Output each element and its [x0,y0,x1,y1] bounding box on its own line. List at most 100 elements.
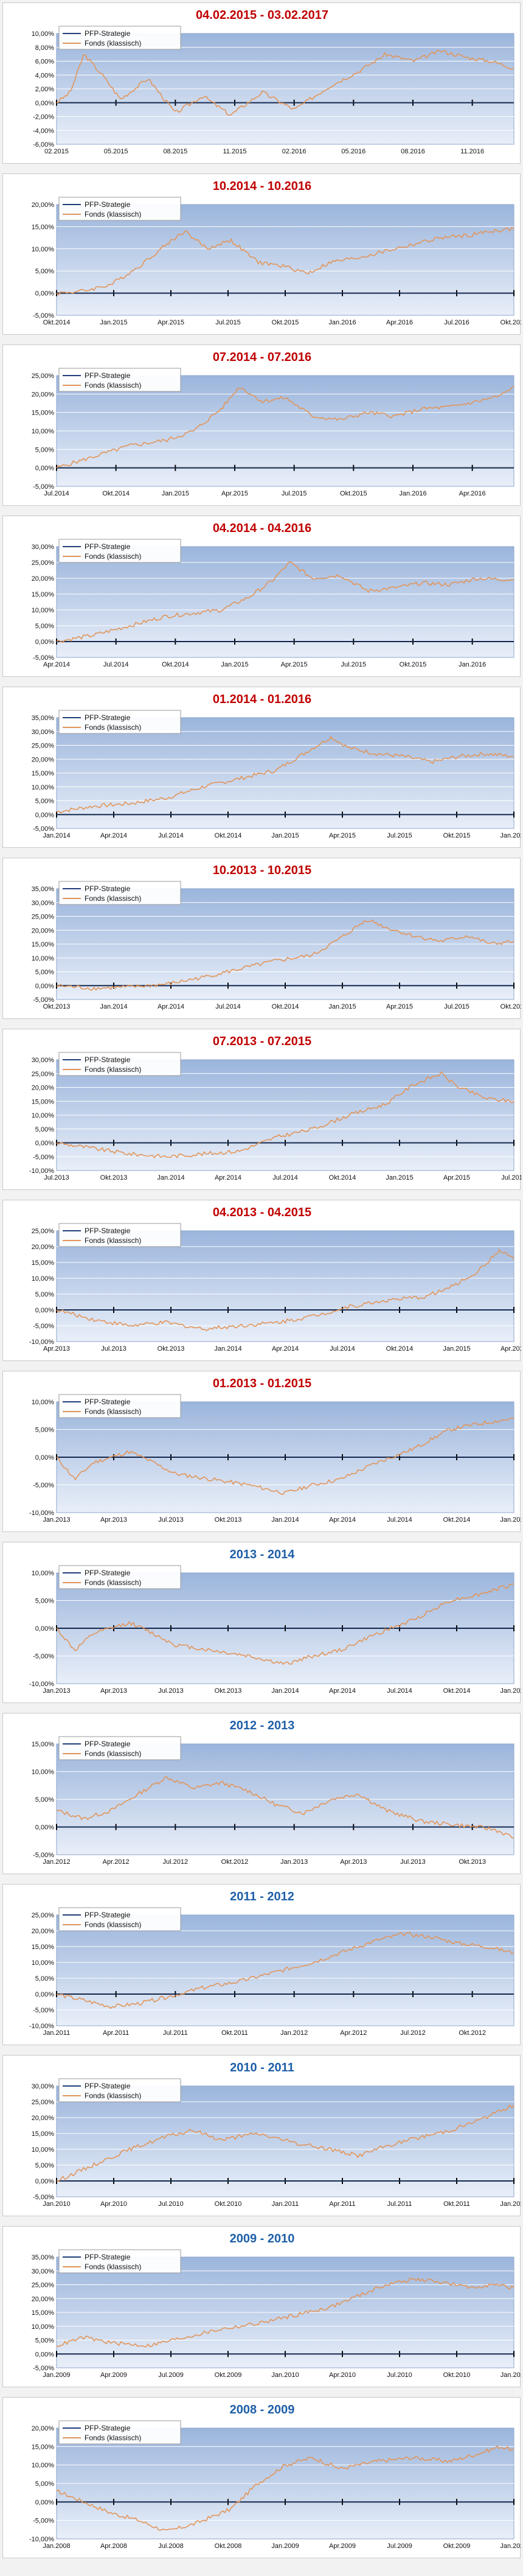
y-tick-label: 15,00% [32,591,55,598]
y-tick-label: 30,00% [32,2083,55,2090]
legend-box [58,539,181,563]
legend-label-fonds: Fonds (klassisch) [85,723,141,732]
legend-box [58,197,181,221]
legend-label-pfp-strategie: PFP-Strategie [85,1740,131,1748]
x-tick-label: Apr.2009 [329,2543,356,2550]
legend-label-pfp-strategie: PFP-Strategie [85,542,131,551]
chart-title: 2012 - 2013 [230,1719,295,1732]
x-tick-label: Jul.2013 [44,1174,69,1181]
series-line-fonds [56,1931,514,2009]
series-line-fonds [56,1071,514,1159]
x-tick-label: Okt.2013 [100,1174,128,1181]
x-tick-label: Jul.2011 [387,2200,412,2208]
chart-title: 01.2013 - 01.2015 [213,1377,311,1390]
legend-label-pfp-strategie: PFP-Strategie [85,371,131,380]
y-tick-label: 0,00% [35,982,54,990]
y-tick-label: 10,00% [32,1959,55,1967]
plot-area [56,1230,514,1342]
chart-title: 2011 - 2012 [230,1890,294,1903]
y-tick-label: 10,00% [32,784,55,791]
chart-panel: 10.2014 - 10.2016 20,00% 15,00% 10,00% 5,00%… [2,173,521,335]
legend-label-fonds: Fonds (klassisch) [85,2434,141,2442]
y-tick-label: 25,00% [32,373,55,380]
x-tick-label: 05.2015 [104,148,128,155]
y-tick-label: 5,00% [35,1598,54,1605]
y-tick-label: 0,00% [35,100,54,107]
y-tick-label: 5,00% [35,623,54,630]
x-tick-label: Jan.2010 [43,2200,70,2208]
legend-label-fonds: Fonds (klassisch) [85,2091,141,2100]
y-tick-label: -5,00% [33,2007,54,2014]
x-tick-label: Jul.2014 [387,1687,412,1695]
chart-title: 2013 - 2014 [230,1548,296,1561]
y-tick-label: -10,00% [29,1681,54,1688]
chart-title: 2008 - 2009 [230,2403,295,2417]
y-tick-label: -5,00% [33,2194,54,2201]
x-tick-label: Jan.2014 [214,1345,241,1353]
x-tick-label: Jul.2013 [158,1687,184,1695]
x-tick-label: Jul.2015 [387,832,412,839]
x-tick-label: Okt.2012 [459,2029,486,2037]
x-tick-label: Apr.2011 [103,2029,129,2037]
chart-panel: 04.02.2015 - 03.02.2017 10,00% 8,00% 6,00% 4… [2,2,521,164]
x-tick-label: Okt.2014 [162,661,189,668]
y-tick-label: -5,00% [33,996,54,1004]
x-tick-label: Apr.2012 [340,2029,367,2037]
x-tick-label: Okt.2015 [340,490,367,497]
y-tick-label: 10,00% [32,1112,55,1119]
chart-panel: 01.2014 - 01.2016 35,00% 30,00% 25,00% 20,00… [2,687,521,848]
x-tick-label: Jan.2013 [43,1687,70,1695]
chart-title: 10.2014 - 10.2016 [213,180,311,193]
legend-label-fonds: Fonds (klassisch) [85,1578,141,1587]
line-chart: 2009 - 2010 35,00% 30,00% 25,00% 20,00% 15,00… [32,2232,521,2379]
x-tick-label: Apr.2014 [329,1687,356,1695]
y-tick-label: 20,00% [32,2295,55,2303]
y-tick-label: 8,00% [35,44,54,52]
y-tick-label: 5,00% [35,2480,54,2488]
y-tick-label: 20,00% [32,575,55,583]
x-tick-label: Apr.2012 [103,1858,130,1866]
x-tick-label: Apr.2013 [100,1687,127,1695]
x-tick-label: Jul.2014 [387,1516,412,1524]
y-tick-label: -10,00% [29,2023,54,2030]
chart-title: 04.02.2015 - 03.02.2017 [196,9,328,22]
y-tick-label: 30,00% [32,2268,55,2275]
y-tick-label: -5,00% [33,1852,54,1859]
legend-box [58,1052,181,1076]
x-tick-label: Jul.2014 [330,1345,355,1353]
plot-area [56,1914,514,2026]
y-tick-label: 20,00% [32,1244,55,1251]
y-tick-label: 10,00% [32,428,55,435]
x-tick-label: Okt.2015 [400,661,427,668]
x-tick-label: Jul.2015 [501,1174,521,1181]
x-tick-label: Jan.2014 [271,1516,299,1524]
y-tick-label: -5,00% [33,2518,54,2525]
legend-label-fonds: Fonds (klassisch) [85,2263,141,2271]
y-tick-label: 10,00% [32,2462,55,2469]
y-tick-label: 20,00% [32,2115,55,2122]
y-tick-label: 5,00% [35,2162,54,2169]
x-tick-label: Jul.2012 [400,2029,426,2037]
y-tick-label: 20,00% [32,927,55,934]
y-tick-label: -10,00% [29,1167,54,1175]
legend-box [58,26,181,50]
y-tick-label: -6,00% [33,141,54,149]
x-tick-label: Okt.2014 [43,319,71,326]
x-tick-label: Okt.2012 [221,1858,249,1866]
y-tick-label: 5,00% [35,798,54,805]
y-tick-label: -5,00% [33,1153,54,1161]
series-line-fonds [56,735,514,814]
x-tick-label: Apr.2009 [100,2371,127,2379]
y-tick-label: 25,00% [32,1071,55,1078]
y-tick-label: 30,00% [32,1057,55,1064]
x-tick-label: Okt.2013 [158,1345,185,1353]
y-tick-label: 20,00% [32,201,55,209]
x-tick-label: Jul.2009 [158,2371,184,2379]
x-tick-label: Okt.2015 [272,319,299,326]
x-tick-label: Jan.2016 [500,832,521,839]
